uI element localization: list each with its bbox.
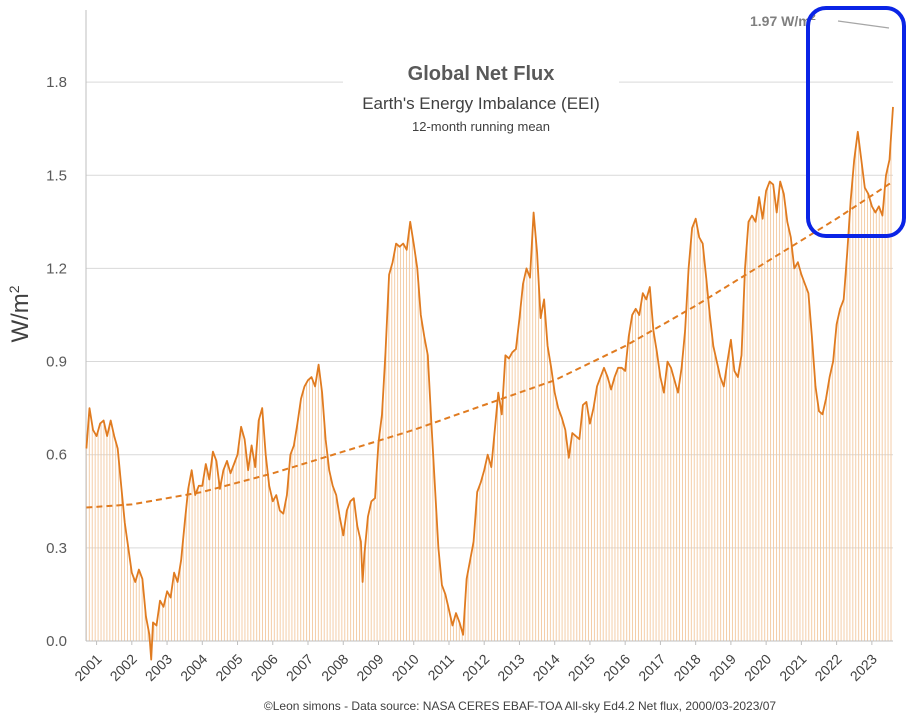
x-tick-label: 2011	[424, 651, 457, 684]
x-tick-label: 2001	[71, 651, 104, 684]
x-tick-label: 2017	[635, 651, 668, 684]
x-tick-label: 2020	[741, 651, 774, 684]
data-source-credit: ©Leon simons - Data source: NASA CERES E…	[264, 699, 777, 713]
y-axis-label-group: W/m2	[6, 285, 34, 342]
x-tick-label: 2022	[811, 651, 844, 684]
x-tick-label: 2023	[847, 651, 880, 684]
y-tick-label: 1.2	[46, 260, 67, 277]
peak-annotation-text: 1.97 W/m	[750, 13, 811, 29]
trendline	[86, 180, 894, 509]
peak-annotation: 1.97 W/m2	[750, 6, 906, 238]
chart-title: Global Net Flux	[408, 63, 555, 85]
x-tick-labels: 2001 2002 2003 2004 2005 2006 2007 2008 2009 2010…	[71, 641, 880, 684]
svg-text:W/m2: W/m2	[6, 285, 34, 342]
svg-text:1.97 W/m2: 1.97 W/m2	[750, 12, 816, 29]
x-tick-label: 2012	[459, 651, 492, 684]
y-tick-label: 0.6	[46, 447, 67, 464]
y-tick-label: 1.8	[46, 74, 67, 91]
x-tick-label: 2006	[248, 651, 281, 684]
y-tick-label: 0.0	[46, 633, 67, 650]
x-tick-label: 2015	[565, 651, 598, 684]
y-tick-label: 0.3	[46, 540, 67, 557]
x-tick-label: 2018	[670, 651, 703, 684]
highlight-box	[806, 6, 906, 238]
annotation-leader-line	[837, 20, 890, 29]
x-tick-label: 2009	[353, 651, 386, 684]
chart-subtitle: Earth's Energy Imbalance (EEI)	[362, 94, 600, 113]
series-line-path	[85, 106, 894, 661]
x-tick-label: 2003	[142, 651, 175, 684]
axes	[85, 10, 893, 642]
x-tick-label: 2010	[389, 651, 422, 684]
x-tick-label: 2002	[107, 651, 140, 684]
trend-line-path	[86, 180, 894, 509]
y-tick-label: 0.9	[46, 354, 67, 371]
y-tick-label: 1.5	[46, 167, 67, 184]
x-tick-label: 2005	[212, 651, 245, 684]
y-axis-label: W/m	[7, 293, 34, 342]
y-tick-labels: 0.0 0.3 0.6 0.9 1.2 1.5 1.8	[46, 74, 67, 650]
data-bars	[85, 136, 892, 641]
x-tick-label: 2008	[318, 651, 351, 684]
chart-subsubtitle: 12-month running mean	[412, 119, 550, 134]
x-tick-label: 2016	[600, 651, 633, 684]
peak-annotation-superscript: 2	[811, 12, 816, 22]
y-axis-label-superscript: 2	[6, 285, 22, 293]
x-tick-label: 2004	[177, 651, 210, 684]
x-tick-label: 2013	[494, 651, 527, 684]
series-line	[85, 106, 894, 661]
x-tick-label: 2019	[706, 651, 739, 684]
x-tick-label: 2021	[776, 651, 809, 684]
x-tick-label: 2014	[529, 651, 562, 684]
title-background	[343, 52, 619, 137]
x-tick-label: 2007	[283, 651, 316, 684]
